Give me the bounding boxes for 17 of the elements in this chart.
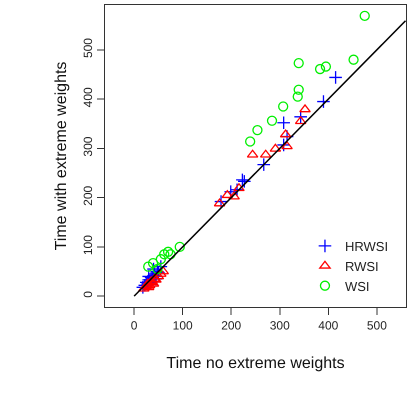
- y-axis-title: Time with extreme weights: [52, 62, 70, 250]
- x-axis-title: Time no extreme weights: [166, 355, 345, 372]
- legend-label: WSI: [344, 278, 370, 294]
- x-tick-label: 400: [318, 318, 339, 333]
- x-tick-label: 200: [221, 318, 242, 333]
- y-tick-label: 400: [81, 86, 96, 108]
- y-tick-label: 200: [81, 186, 96, 206]
- y-tick-label: 100: [81, 234, 96, 256]
- x-tick-label: 300: [270, 318, 290, 333]
- y-tick-label: 500: [81, 38, 96, 58]
- y-tick-label: 300: [81, 136, 96, 157]
- x-tick-label: 500: [366, 318, 388, 333]
- legend-label: HRWSI: [344, 238, 388, 254]
- legend-label: RWSI: [344, 258, 379, 274]
- x-tick-label: 100: [172, 318, 194, 333]
- x-tick-label: 0: [130, 318, 138, 333]
- y-tick-label: 0: [81, 290, 96, 298]
